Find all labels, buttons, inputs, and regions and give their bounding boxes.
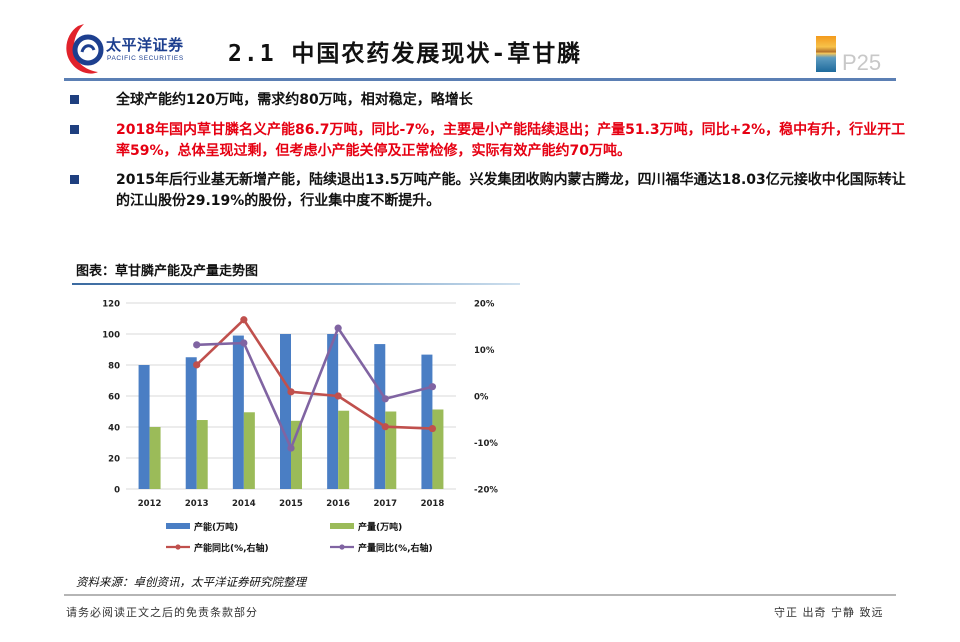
line-marker — [381, 423, 389, 431]
bar-output — [338, 410, 350, 489]
right-axis-tick: 10% — [474, 346, 495, 356]
bullet-text: 2015年后行业基无新增产能，陆续退出13.5万吨产能。兴发集团收购内蒙古腾龙，… — [116, 172, 906, 209]
left-axis-tick: 40 — [108, 424, 120, 434]
bullet-text: 2018年国内草甘膦名义产能86.7万吨，同比-7%，主要是小产能陆续退出；产量… — [116, 122, 906, 159]
bullet-square-icon — [70, 95, 79, 104]
bar-capacity — [374, 344, 386, 489]
capacity-production-chart: 0 20 40 60 80 100 120 -20% -10% 0% 10% 20% 2012 2013 2… — [102, 300, 498, 555]
line-marker — [381, 395, 389, 403]
source-note: 资料来源：卓创资讯，太平洋证券研究院整理 — [76, 575, 306, 589]
bar-capacity — [138, 365, 150, 489]
line-marker — [334, 392, 342, 400]
logo-english-name: PACIFIC SECURITIES — [107, 55, 184, 62]
line-marker — [193, 361, 201, 369]
bullet-text: 全球产能约120万吨，需求约80万吨，相对稳定，略增长 — [116, 92, 473, 108]
bullet-square-icon — [70, 175, 79, 184]
bar-capacity — [421, 354, 433, 489]
line-marker — [287, 388, 295, 396]
footer-divider — [64, 594, 896, 596]
sunset-image — [816, 36, 836, 72]
bar-output — [149, 427, 161, 489]
bullet-item: 2015年后行业基无新增产能，陆续退出13.5万吨产能。兴发集团收购内蒙古腾龙，… — [70, 170, 906, 214]
bullet-item-highlight: 2018年国内草甘膦名义产能86.7万吨，同比-7%，主要是小产能陆续退出；产量… — [70, 120, 905, 164]
x-axis-tick: 2013 — [185, 499, 209, 509]
line-marker — [287, 444, 295, 452]
page-title: 2.1 中国农药发展现状-草甘膦 — [228, 41, 583, 67]
bar-capacity — [232, 335, 244, 489]
legend-swatch-bar — [166, 523, 190, 529]
bar-capacity — [185, 357, 197, 489]
company-logo: 太平洋证券 PACIFIC SECURITIES — [64, 20, 204, 78]
line-marker — [240, 316, 248, 324]
bar-output — [196, 420, 208, 489]
right-axis-tick: 0% — [474, 393, 489, 403]
bar-capacity — [327, 334, 339, 489]
left-axis-tick: 120 — [102, 300, 120, 310]
left-axis-tick: 0 — [114, 486, 120, 496]
bar-capacity — [280, 334, 291, 489]
page-number: P25 — [842, 50, 882, 75]
line-marker — [334, 324, 342, 332]
x-axis-tick: 2018 — [421, 499, 445, 509]
legend-label: 产能同比(%,右轴) — [194, 542, 269, 554]
legend-swatch-marker — [175, 544, 181, 550]
line-marker — [193, 341, 201, 349]
left-axis-tick: 60 — [108, 393, 120, 403]
left-axis-tick: 80 — [108, 362, 120, 372]
header-divider — [64, 78, 896, 81]
line-marker — [428, 383, 437, 391]
logo-chinese-name: 太平洋证券 — [106, 36, 184, 54]
bar-output — [385, 411, 397, 489]
legend-label: 产量同比(%,右轴) — [358, 542, 433, 554]
legend-label: 产量(万吨) — [358, 521, 402, 533]
bar-output — [432, 409, 444, 489]
left-axis-tick: 20 — [108, 455, 120, 465]
legend-label: 产能(万吨) — [194, 521, 238, 533]
disclaimer-text: 请务必阅读正文之后的免责条款部分 — [66, 606, 258, 619]
chart-caption: 图表：草甘膦产能及产量走势图 — [76, 264, 259, 279]
capacity-yoy-line — [195, 318, 433, 430]
x-axis-tick: 2014 — [232, 499, 256, 509]
bar-output — [291, 420, 302, 489]
legend-swatch-marker — [339, 544, 345, 550]
bullet-square-icon — [70, 125, 79, 134]
x-axis-tick: 2017 — [373, 499, 397, 509]
bar-output — [243, 412, 255, 489]
right-axis-tick: -10% — [474, 439, 498, 449]
right-axis-tick: -20% — [474, 486, 498, 496]
motto-text: 守正 出奇 宁静 致远 — [774, 606, 884, 619]
logo-emblem-icon — [66, 24, 104, 74]
output-yoy-line — [196, 326, 433, 450]
line-marker — [240, 339, 248, 347]
line-marker — [428, 424, 437, 433]
left-axis-tick: 100 — [102, 331, 120, 341]
right-axis-tick: 20% — [474, 300, 495, 310]
chart-caption-divider — [72, 283, 520, 285]
x-axis-tick: 2012 — [138, 499, 162, 509]
bullet-item: 全球产能约120万吨，需求约80万吨，相对稳定，略增长 — [70, 90, 890, 112]
x-axis-tick: 2015 — [279, 499, 303, 509]
legend-swatch-bar — [330, 523, 354, 529]
x-axis-tick: 2016 — [326, 499, 350, 509]
